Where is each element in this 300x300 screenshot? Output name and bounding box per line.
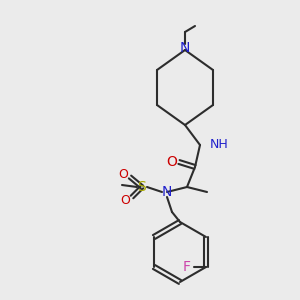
Text: NH: NH: [210, 139, 229, 152]
Text: F: F: [183, 260, 191, 274]
Text: N: N: [180, 41, 190, 55]
Text: O: O: [120, 194, 130, 206]
Text: S: S: [138, 180, 146, 194]
Text: O: O: [118, 167, 128, 181]
Text: N: N: [162, 185, 172, 199]
Text: O: O: [167, 155, 177, 169]
